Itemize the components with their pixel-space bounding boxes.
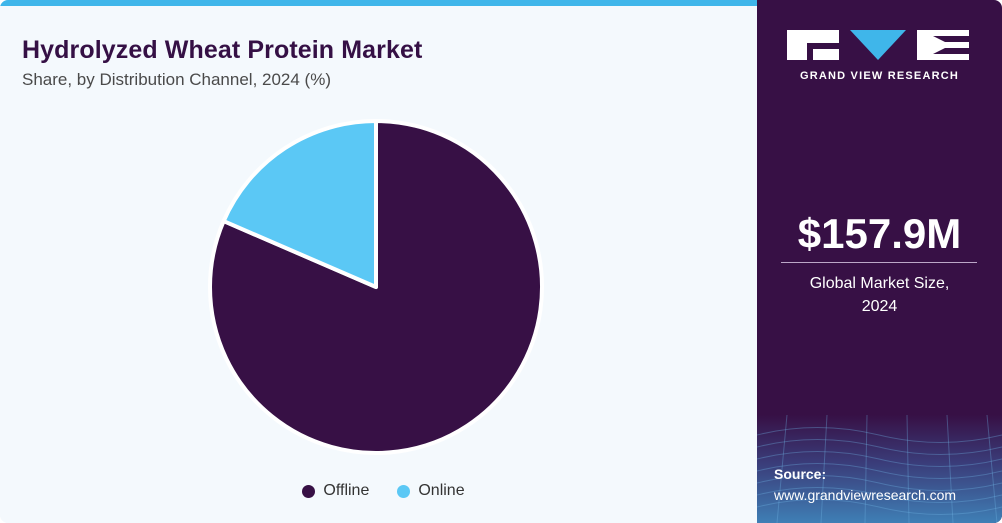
market-size-caption-line1: Global Market Size,	[809, 275, 950, 292]
wave-lines-icon	[756, 414, 1002, 523]
chart-panel: Hydrolyzed Wheat Protein Market Share, b…	[0, 6, 757, 523]
divider	[781, 262, 977, 263]
chart-subtitle: Share, by Distribution Channel, 2024 (%)	[22, 70, 331, 89]
market-size-value: $157.9M	[797, 210, 962, 257]
grand-view-research-logo	[787, 30, 969, 60]
legend-item-online: Online	[397, 482, 465, 500]
market-size-caption-line2: 2024	[861, 298, 898, 315]
legend-swatch-offline	[302, 484, 316, 498]
legend-label-online: Online	[418, 482, 465, 499]
source-label: Source:	[774, 466, 827, 482]
decorative-wave-graphic	[756, 414, 1002, 523]
source-url: www.grandviewresearch.com	[774, 487, 957, 503]
legend-swatch-online	[397, 484, 411, 498]
chart-legend: Offline Online	[0, 480, 757, 502]
chart-title: Hydrolyzed Wheat Protein Market	[22, 36, 423, 64]
pie-slice-online	[221, 119, 378, 289]
legend-label-offline: Offline	[323, 482, 370, 499]
market-size-caption: Global Market Size, 2024	[757, 272, 1002, 318]
sidebar-panel: GRAND VIEW RESEARCH $157.9M Global Marke…	[756, 0, 1002, 523]
legend-item-offline: Offline	[302, 482, 369, 500]
accent-top-bar	[0, 0, 757, 6]
pie-chart	[208, 119, 544, 455]
brand-name: GRAND VIEW RESEARCH	[799, 70, 960, 82]
